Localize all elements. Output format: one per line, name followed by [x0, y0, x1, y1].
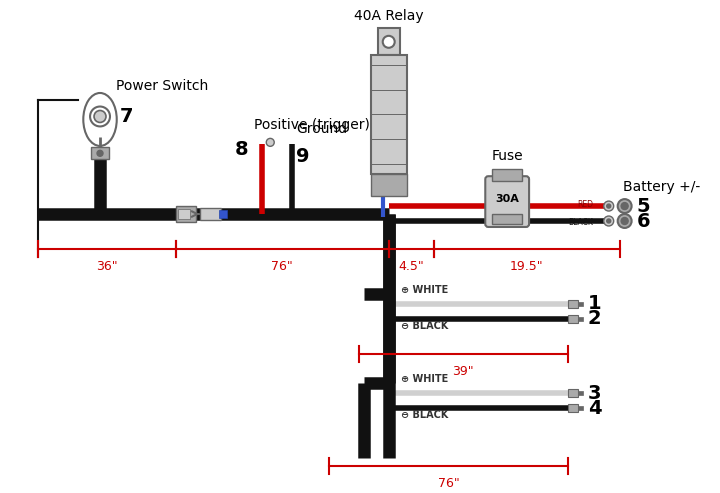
Bar: [91, 147, 109, 159]
Bar: [578, 406, 582, 410]
Text: ⊖ BLACK: ⊖ BLACK: [400, 320, 448, 330]
Text: 9: 9: [296, 147, 310, 166]
Text: ⊕ WHITE: ⊕ WHITE: [400, 284, 448, 295]
Text: 76": 76": [438, 477, 459, 490]
Circle shape: [97, 150, 103, 156]
Text: 4: 4: [588, 399, 601, 418]
Circle shape: [604, 216, 613, 226]
Bar: [568, 404, 578, 412]
Text: ⊕ WHITE: ⊕ WHITE: [400, 374, 448, 384]
Circle shape: [618, 214, 631, 228]
Circle shape: [607, 204, 611, 208]
Text: Power Switch: Power Switch: [116, 78, 208, 93]
Text: 7: 7: [120, 107, 133, 126]
Bar: [568, 315, 578, 322]
Bar: [578, 302, 582, 306]
Bar: [568, 300, 578, 308]
Bar: [199, 208, 222, 220]
Text: 30A: 30A: [495, 194, 519, 204]
Text: 4.5": 4.5": [398, 260, 424, 273]
Text: 76": 76": [271, 260, 293, 273]
Circle shape: [621, 217, 628, 224]
Circle shape: [621, 203, 628, 210]
Text: 36": 36": [96, 260, 118, 273]
Text: RED: RED: [577, 200, 593, 209]
Bar: [492, 214, 522, 224]
Circle shape: [604, 201, 613, 211]
Bar: [568, 389, 578, 397]
Bar: [176, 206, 196, 222]
Text: 3: 3: [588, 384, 601, 403]
Bar: [492, 169, 522, 181]
Circle shape: [94, 110, 106, 122]
FancyBboxPatch shape: [485, 176, 529, 227]
Text: 5: 5: [636, 197, 650, 215]
Ellipse shape: [84, 93, 117, 146]
Circle shape: [383, 36, 395, 48]
Text: Positive (trigger): Positive (trigger): [254, 118, 370, 133]
Circle shape: [607, 219, 611, 223]
Text: Battery +/-: Battery +/-: [623, 180, 700, 194]
Text: 2: 2: [588, 309, 601, 328]
Bar: [378, 28, 400, 55]
Text: ⊖ BLACK: ⊖ BLACK: [400, 410, 448, 420]
Text: 1: 1: [588, 294, 601, 313]
Text: Fuse: Fuse: [491, 149, 523, 163]
Text: 8: 8: [235, 140, 248, 159]
Bar: [371, 55, 407, 174]
Circle shape: [266, 139, 274, 146]
Bar: [578, 391, 582, 395]
Bar: [178, 209, 189, 219]
Text: BLACK: BLACK: [568, 218, 593, 227]
Text: 40A Relay: 40A Relay: [354, 9, 423, 23]
Circle shape: [618, 199, 631, 213]
Bar: [220, 210, 228, 218]
Text: 6: 6: [636, 211, 650, 231]
Bar: [371, 174, 407, 196]
Text: 19.5": 19.5": [510, 260, 544, 273]
Circle shape: [90, 106, 110, 126]
Bar: [578, 317, 582, 320]
Text: Ground: Ground: [296, 122, 347, 137]
Text: 39": 39": [453, 365, 474, 378]
